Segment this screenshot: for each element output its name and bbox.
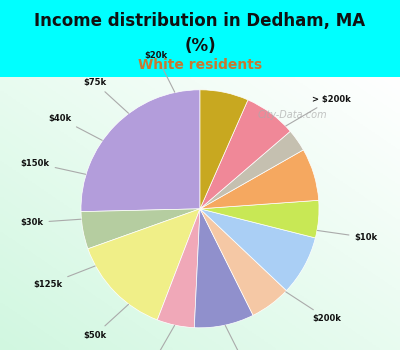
Wedge shape: [157, 209, 200, 328]
Wedge shape: [81, 209, 200, 249]
Text: $100k: $100k: [139, 326, 175, 350]
Text: $40k: $40k: [48, 114, 102, 140]
Text: $30k: $30k: [20, 218, 81, 227]
Wedge shape: [81, 90, 200, 212]
Text: $10k: $10k: [318, 230, 378, 242]
Text: White residents: White residents: [138, 58, 262, 72]
Text: City-Data.com: City-Data.com: [257, 111, 327, 120]
Text: $75k: $75k: [83, 78, 128, 113]
Text: $50k: $50k: [83, 304, 128, 340]
Text: Income distribution in Dedham, MA: Income distribution in Dedham, MA: [34, 12, 366, 30]
Text: $125k: $125k: [33, 266, 95, 289]
Wedge shape: [88, 209, 200, 320]
Text: $60k: $60k: [225, 326, 256, 350]
Text: (%): (%): [184, 37, 216, 55]
Wedge shape: [200, 209, 315, 290]
Wedge shape: [200, 90, 248, 209]
Wedge shape: [200, 131, 303, 209]
Wedge shape: [200, 200, 319, 238]
Wedge shape: [200, 209, 286, 315]
Text: $200k: $200k: [286, 292, 341, 323]
Wedge shape: [194, 209, 253, 328]
Text: > $200k: > $200k: [286, 94, 351, 126]
Text: $20k: $20k: [144, 51, 175, 92]
Text: $150k: $150k: [21, 159, 86, 174]
Wedge shape: [200, 150, 319, 209]
Wedge shape: [200, 100, 290, 209]
